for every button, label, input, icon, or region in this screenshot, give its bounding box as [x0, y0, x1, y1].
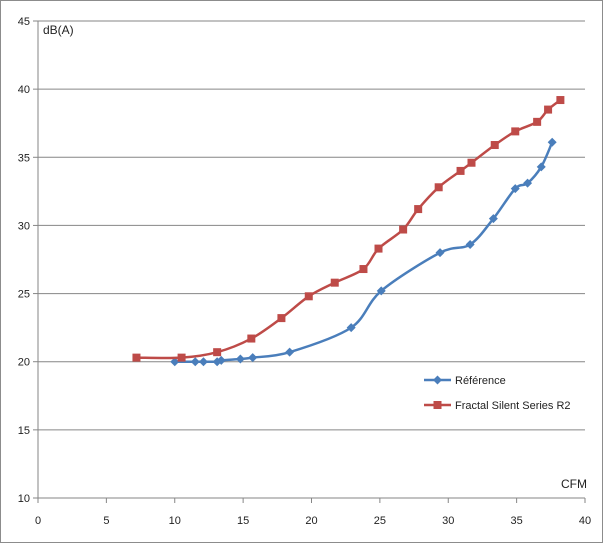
diamond-marker: [285, 347, 295, 357]
diamond-marker: [346, 323, 356, 333]
legend-label-fractal: Fractal Silent Series R2: [455, 400, 571, 412]
diamond-marker: [235, 354, 245, 364]
y-tick-label: 25: [18, 289, 30, 301]
square-marker: [359, 265, 368, 274]
diamond-marker: [190, 357, 200, 367]
square-marker: [132, 353, 141, 362]
square-marker: [414, 205, 423, 214]
y-tick-label: 45: [18, 16, 30, 28]
series-group: [132, 96, 565, 367]
series-0: [170, 137, 557, 367]
y-tick-label: 10: [18, 493, 30, 505]
legend-marker-diamond: [433, 375, 442, 385]
x-tick-label: 25: [374, 515, 386, 527]
square-marker: [399, 225, 408, 234]
x-tick-label: 10: [169, 515, 181, 527]
diamond-marker: [376, 286, 386, 296]
square-marker: [330, 278, 339, 287]
x-tick-label: 30: [442, 515, 454, 527]
diamond-marker: [170, 357, 180, 367]
y-tick-label: 15: [18, 425, 30, 437]
diamond-marker: [465, 240, 475, 250]
diamond-marker: [248, 353, 258, 363]
diamond-marker: [435, 248, 445, 258]
x-axis-title: CFM: [561, 477, 587, 491]
series-line: [136, 99, 562, 360]
square-marker: [304, 292, 313, 301]
legend-entry-reference: Référence: [424, 375, 506, 387]
square-marker: [247, 334, 256, 343]
y-tick-label: 30: [18, 220, 30, 232]
x-tick-label: 20: [305, 515, 317, 527]
x-tick-label: 40: [579, 515, 591, 527]
square-marker: [544, 105, 553, 114]
x-tick-label: 0: [35, 515, 41, 527]
square-marker: [467, 158, 476, 167]
square-marker: [277, 314, 286, 323]
square-marker: [533, 117, 542, 126]
legend: Référence Fractal Silent Series R2: [424, 375, 571, 412]
y-tick-label: 40: [18, 84, 30, 96]
series-line: [174, 141, 554, 364]
y-axis-title: dB(A): [43, 23, 74, 37]
legend-marker-square: [433, 401, 442, 409]
legend-label-reference: Référence: [455, 375, 506, 387]
y-tick-label: 20: [18, 357, 30, 369]
axes: [33, 20, 586, 503]
square-marker: [374, 244, 383, 253]
x-tick-label: 35: [511, 515, 523, 527]
x-tick-label: 5: [103, 515, 109, 527]
square-marker: [434, 183, 443, 192]
diamond-marker: [547, 137, 557, 147]
square-marker: [456, 166, 465, 175]
diamond-marker: [510, 184, 520, 194]
gridlines: [38, 20, 585, 431]
legend-entry-fractal: Fractal Silent Series R2: [424, 400, 571, 412]
y-axis-tick-labels: 10 15 20 25 30 35 40 45: [18, 16, 30, 505]
x-tick-label: 15: [237, 515, 249, 527]
diamond-marker: [523, 178, 533, 188]
square-marker: [490, 141, 499, 150]
diamond-marker: [216, 355, 226, 365]
square-marker: [213, 348, 222, 357]
series-1: [132, 96, 565, 362]
diamond-marker: [198, 357, 208, 367]
square-marker: [177, 353, 186, 362]
x-axis-tick-labels: 0 5 10 15 20 25 30 35 40: [35, 515, 591, 527]
square-marker: [511, 127, 520, 136]
y-tick-label: 35: [18, 152, 30, 164]
square-marker: [556, 96, 565, 105]
diamond-marker: [536, 162, 546, 172]
diamond-marker: [488, 214, 498, 224]
